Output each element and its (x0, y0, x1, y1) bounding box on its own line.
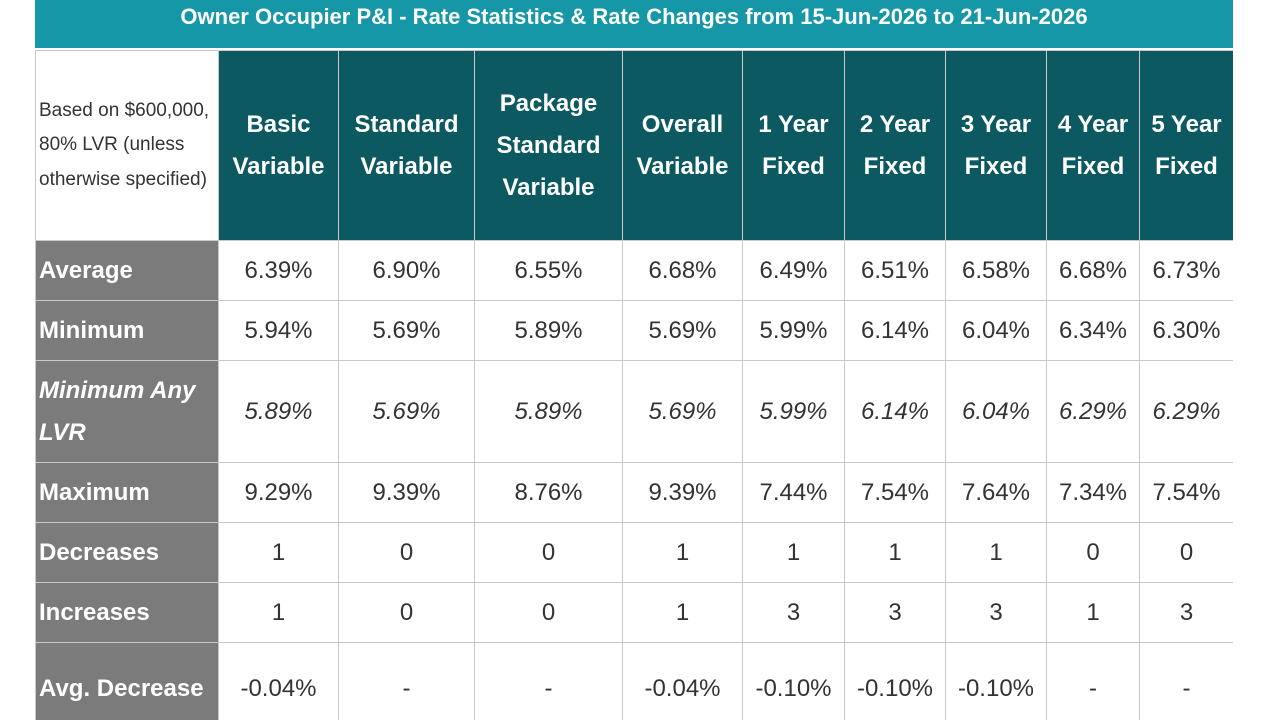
table-cell: - (1139, 642, 1233, 720)
table-cell: 7.44% (742, 462, 845, 523)
table-cell: 7.54% (1139, 462, 1233, 523)
table-cell: 7.64% (945, 462, 1047, 523)
table-cell: 3 (945, 582, 1047, 643)
table-cell: 6.04% (945, 300, 1047, 361)
header-row: Based on $600,000, 80% LVR (unless other… (35, 50, 1233, 241)
column-header: 2 Year Fixed (844, 50, 946, 241)
table-cell: 9.39% (338, 462, 475, 523)
table-cell: 1 (218, 582, 339, 643)
table-cell: 6.29% (1139, 360, 1233, 463)
table-cell: 5.89% (474, 360, 623, 463)
table-cell: 6.14% (844, 300, 946, 361)
table-cell: 6.39% (218, 240, 339, 301)
row-header: Average (35, 240, 219, 301)
table-cell: -0.10% (742, 642, 845, 720)
table-cell: -0.10% (945, 642, 1047, 720)
table-cell: 5.69% (338, 300, 475, 361)
table-cell: 6.30% (1139, 300, 1233, 361)
column-header: 1 Year Fixed (742, 50, 845, 241)
table-cell: 6.90% (338, 240, 475, 301)
rate-statistics-table: Based on $600,000, 80% LVR (unless other… (35, 50, 1233, 720)
row-header: Maximum (35, 462, 219, 523)
row-header: Minimum Any LVR (35, 360, 219, 463)
table-cell: 1 (742, 522, 845, 583)
table-cell: 0 (474, 522, 623, 583)
column-header: Package Standard Variable (474, 50, 623, 241)
row-header: Avg. Decrease (35, 642, 219, 720)
table-cell: 6.04% (945, 360, 1047, 463)
table-cell: 9.29% (218, 462, 339, 523)
row-header: Decreases (35, 522, 219, 583)
table-cell: 6.34% (1046, 300, 1140, 361)
table-cell: 3 (1139, 582, 1233, 643)
table-cell: 9.39% (622, 462, 743, 523)
table-cell: - (338, 642, 475, 720)
table-cell: 5.69% (338, 360, 475, 463)
table-cell: 6.29% (1046, 360, 1140, 463)
table-cell: 6.14% (844, 360, 946, 463)
row-header: Minimum (35, 300, 219, 361)
corner-note: Based on $600,000, 80% LVR (unless other… (35, 50, 219, 241)
column-header: 3 Year Fixed (945, 50, 1047, 241)
table-cell: 8.76% (474, 462, 623, 523)
rate-statistics-panel: Owner Occupier P&I - Rate Statistics & R… (35, 0, 1233, 720)
table-cell: 6.49% (742, 240, 845, 301)
table-cell: 5.89% (218, 360, 339, 463)
table-cell: 0 (1046, 522, 1140, 583)
table-cell: - (1046, 642, 1140, 720)
table-row: Minimum Any LVR 5.89% 5.69% 5.89% 5.69% 5.99%… (35, 360, 1233, 463)
column-header: Basic Variable (218, 50, 339, 241)
column-header: 5 Year Fixed (1139, 50, 1233, 241)
table-cell: 1 (1046, 582, 1140, 643)
table-cell: 5.89% (474, 300, 623, 361)
table-row: Avg. Decrease -0.04% - - -0.04% -0.10% -0.10% -… (35, 642, 1233, 720)
table-cell: 5.94% (218, 300, 339, 361)
table-cell: 6.68% (622, 240, 743, 301)
row-header: Increases (35, 582, 219, 643)
table-cell: 6.68% (1046, 240, 1140, 301)
table-cell: 1 (622, 522, 743, 583)
table-cell: 3 (844, 582, 946, 643)
table-cell: -0.04% (622, 642, 743, 720)
table-cell: 7.54% (844, 462, 946, 523)
table-cell: 1 (218, 522, 339, 583)
table-row: Average 6.39% 6.90% 6.55% 6.68% 6.49% 6.51% 6.5… (35, 240, 1233, 301)
table-cell: 5.99% (742, 360, 845, 463)
table-cell: 0 (338, 522, 475, 583)
table-cell: 5.99% (742, 300, 845, 361)
table-cell: -0.04% (218, 642, 339, 720)
table-cell: 1 (844, 522, 946, 583)
table-row: Increases 1 0 0 1 3 3 3 1 3 (35, 582, 1233, 643)
table-row: Maximum 9.29% 9.39% 8.76% 9.39% 7.44% 7.54% 7.6… (35, 462, 1233, 523)
table-cell: 0 (338, 582, 475, 643)
table-cell: 6.51% (844, 240, 946, 301)
table-cell: 1 (945, 522, 1047, 583)
table-cell: 3 (742, 582, 845, 643)
table-row: Decreases 1 0 0 1 1 1 1 0 0 (35, 522, 1233, 583)
table-row: Minimum 5.94% 5.69% 5.89% 5.69% 5.99% 6.14% 6.0… (35, 300, 1233, 361)
table-title: Owner Occupier P&I - Rate Statistics & R… (35, 0, 1233, 50)
table-cell: 7.34% (1046, 462, 1140, 523)
table-cell: 0 (474, 582, 623, 643)
table-cell: 6.58% (945, 240, 1047, 301)
column-header: Standard Variable (338, 50, 475, 241)
table-cell: - (474, 642, 623, 720)
table-cell: -0.10% (844, 642, 946, 720)
table-cell: 5.69% (622, 300, 743, 361)
column-header: 4 Year Fixed (1046, 50, 1140, 241)
table-cell: 5.69% (622, 360, 743, 463)
table-cell: 0 (1139, 522, 1233, 583)
table-cell: 1 (622, 582, 743, 643)
table-cell: 6.55% (474, 240, 623, 301)
table-cell: 6.73% (1139, 240, 1233, 301)
column-header: Overall Variable (622, 50, 743, 241)
